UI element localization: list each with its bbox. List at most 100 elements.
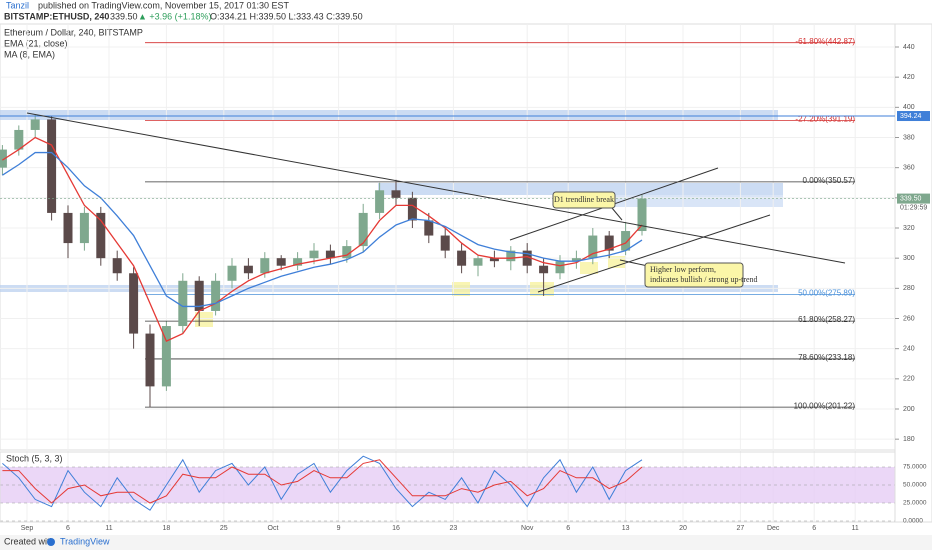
candle-body [211, 280, 221, 311]
candle-body [129, 273, 139, 334]
y-tick-label: 360 [903, 165, 915, 172]
candle-body [621, 231, 631, 251]
x-tick-label: 6 [566, 525, 570, 532]
candle-body [375, 190, 385, 213]
candle-body [391, 190, 401, 198]
y-tick-label: 220 [903, 376, 915, 383]
countdown: 01:29:59 [900, 204, 927, 211]
footer-created: Created with [4, 536, 55, 546]
candle-body [342, 246, 352, 259]
channel-line [537, 214, 771, 293]
candle-body [276, 258, 286, 266]
candle-body [14, 129, 24, 150]
candle-body [539, 265, 549, 274]
callout-text: indicates bullish / strong up-trend [650, 275, 758, 284]
author: Tanzil [6, 0, 29, 10]
stoch-pane [0, 451, 896, 523]
fib-label: 50.00%(275.89) [798, 289, 855, 298]
candle-body [293, 258, 303, 266]
candle-body [161, 326, 171, 387]
legend-symbol: Ethereum / Dollar, 240, BITSTAMP [4, 27, 143, 37]
candle-body [522, 250, 532, 266]
candle-body [588, 235, 598, 259]
x-tick-label: 20 [679, 525, 687, 532]
price-tag [897, 111, 930, 122]
published: published on TradingView.com, November 1… [38, 0, 289, 10]
candle-body [571, 258, 581, 262]
x-tick-label: 11 [105, 525, 112, 532]
x-tick-label: 11 [852, 525, 859, 532]
candle-body [260, 258, 270, 274]
price-axis [894, 23, 932, 523]
candle-body [473, 258, 483, 266]
stoch-title: Stoch (5, 3, 3) [6, 453, 63, 463]
y-tick-label: 420 [903, 74, 915, 81]
callout [644, 262, 744, 288]
last-price: 339.50 [110, 11, 138, 21]
candle-body [325, 250, 335, 259]
price-tag-label: 339.50 [900, 195, 922, 202]
y-tick-label: 380 [903, 134, 915, 141]
candle-body [407, 197, 417, 221]
candle-body [178, 280, 188, 327]
highlight [608, 256, 626, 268]
candle-body [47, 119, 57, 213]
fib-label: -61.80%(442.87) [795, 37, 855, 46]
fib-label: 100.00%(201.22) [794, 401, 856, 410]
stoch-tick-label: 50.0000 [903, 482, 927, 489]
callout-pointer [611, 207, 623, 221]
zone [600, 195, 783, 207]
y-tick-label: 240 [903, 346, 915, 353]
candle-body [0, 149, 7, 168]
legend-ema: EMA (21, close) [4, 38, 68, 48]
x-tick-label: 9 [337, 525, 341, 532]
resistance-zone [0, 110, 778, 120]
highlight [195, 312, 213, 327]
candle-body [309, 250, 319, 259]
ma-line [2, 151, 643, 308]
trendlines: D1 trendline break Higher low perform, i… [26, 112, 846, 293]
candle-body [604, 235, 614, 251]
ohlc: O:334.21 H:339.50 L:333.43 C:339.50 [210, 11, 363, 21]
candle-body [79, 212, 89, 244]
x-tick-label: Oct [268, 525, 279, 532]
x-tick-label: Sep [21, 525, 34, 532]
callout-pointer [619, 259, 649, 267]
stoch-tick-label: 75.0000 [903, 464, 927, 471]
footer-brand: TradingView [60, 536, 110, 546]
y-tick-label: 200 [903, 406, 915, 413]
callout-text: D1 trendline break [554, 195, 614, 204]
candle-body [637, 198, 647, 232]
x-tick-label: Dec [767, 525, 780, 532]
ma-line [2, 136, 643, 342]
x-tick-label: 25 [220, 525, 228, 532]
x-tick-label: 6 [66, 525, 70, 532]
y-tick-label: 400 [903, 104, 915, 111]
stoch-tick-label: 25.0000 [903, 500, 927, 507]
y-tick-label: 280 [903, 285, 915, 292]
x-tick-label: 16 [392, 525, 400, 532]
y-tick-label: 180 [903, 436, 915, 443]
header: Tanzil published on TradingView.com, Nov… [4, 0, 363, 21]
y-tick-label: 260 [903, 315, 915, 322]
fib-label: 61.80%(258.27) [798, 315, 855, 324]
y-tick-label: 320 [903, 225, 915, 232]
highlight [530, 282, 554, 296]
symbol: BITSTAMP:ETHUSD, 240 [4, 11, 109, 21]
candle-body [30, 119, 40, 130]
y-tick-label: 300 [903, 255, 915, 262]
x-tick-label: 6 [812, 525, 816, 532]
candle-body [358, 212, 368, 247]
trendline [26, 112, 846, 264]
candle-body [489, 258, 499, 262]
candle-body [243, 265, 253, 274]
highlight [580, 262, 598, 274]
candle-body [555, 261, 565, 274]
x-tick-label: 23 [450, 525, 458, 532]
x-tick-label: 27 [737, 525, 745, 532]
price-tag-label: 394.24 [900, 113, 922, 120]
candle-body [457, 250, 467, 266]
stoch-tick-label: 0.0000 [903, 518, 923, 525]
candle-body [145, 333, 155, 387]
